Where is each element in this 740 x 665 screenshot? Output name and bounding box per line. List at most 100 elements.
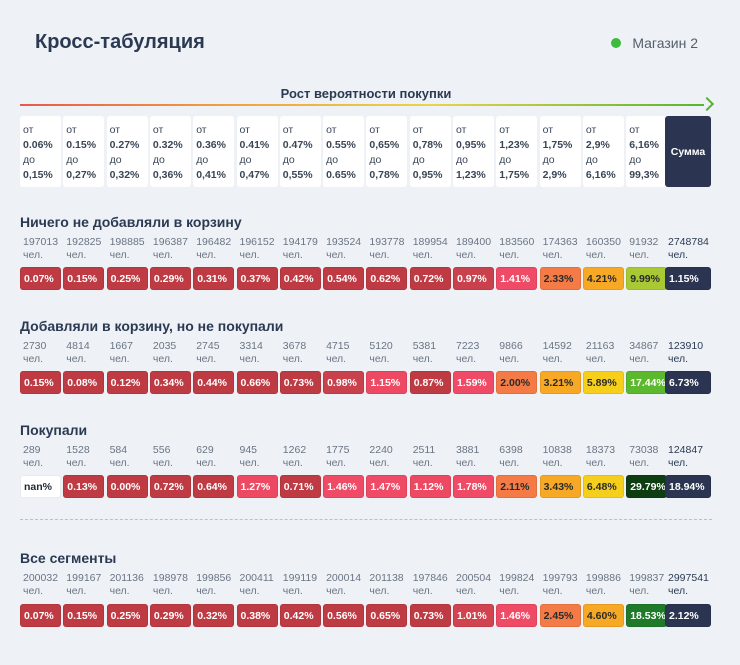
conversion-cell[interactable]: 0.31% <box>193 267 235 290</box>
conversion-cell[interactable]: 17.44% <box>626 371 668 394</box>
conversion-cell[interactable]: nan% <box>20 475 61 498</box>
conversion-cell[interactable]: 0.12% <box>106 371 148 394</box>
conversion-cell[interactable]: 1.15% <box>366 371 408 394</box>
conversion-cell[interactable]: 0.38% <box>236 604 278 627</box>
range-to-word: до <box>282 154 295 166</box>
segment-count: 199119 чел. <box>283 572 327 598</box>
conversion-cell[interactable]: 2.11% <box>496 475 538 498</box>
conversion-cell[interactable]: 0.25% <box>106 604 148 627</box>
conversion-cell[interactable]: 1.01% <box>453 604 494 627</box>
conversion-cell[interactable]: 1.27% <box>236 475 278 498</box>
conversion-cell[interactable]: 0.29% <box>149 267 191 290</box>
segment-count-value: 5120 <box>369 340 393 352</box>
segment-count-value: 2745 <box>196 340 220 352</box>
range-header: от 0,95% до 1,23% <box>453 116 494 187</box>
conversion-cell[interactable]: 1.78% <box>453 475 494 498</box>
segment-counts-row: 2730 чел. 4814 чел. 1667 чел. 2035 чел. 2745 чел.… <box>20 340 720 370</box>
conversion-cell[interactable]: 0.87% <box>409 371 451 394</box>
segment-sum-count-unit: чел. <box>668 457 689 469</box>
conversion-cell[interactable]: 0.54% <box>323 267 365 290</box>
conversion-cell[interactable]: 1.47% <box>366 475 408 498</box>
conversion-cell[interactable]: 0.71% <box>279 475 321 498</box>
segment-counts-row: 197013 чел. 192825 чел. 198885 чел. 196387 чел.… <box>20 236 720 266</box>
conversion-cell[interactable]: 0.42% <box>279 267 321 290</box>
conversion-cell[interactable]: 0.62% <box>366 267 408 290</box>
range-to-word: до <box>499 154 512 166</box>
segment-count-unit: чел. <box>585 457 606 469</box>
conversion-cell[interactable]: 0.07% <box>20 604 61 627</box>
store-selector[interactable]: Магазин 2 <box>611 35 698 51</box>
segment-count: 584 чел. <box>110 444 154 470</box>
range-from-value: 6,16% <box>629 139 659 151</box>
conversion-cell[interactable]: 0.08% <box>63 371 105 394</box>
conversion-cell[interactable]: 2.00% <box>496 371 538 394</box>
conversion-cell[interactable]: 0.72% <box>409 267 451 290</box>
conversion-cell[interactable]: 0.25% <box>106 267 148 290</box>
segment-sum-count: 124847 чел. <box>668 444 712 470</box>
segment-count-value: 91932 <box>629 236 659 248</box>
conversion-cell[interactable]: 3.43% <box>539 475 581 498</box>
conversion-cell[interactable]: 6.48% <box>582 475 624 498</box>
conversion-cell[interactable]: 0.15% <box>20 371 61 394</box>
range-header: от 0.15% до 0,27% <box>63 116 105 187</box>
conversion-cell[interactable]: 0.13% <box>63 475 105 498</box>
segment-sum-count: 2748784 чел. <box>668 236 712 262</box>
range-to-word: до <box>196 154 209 166</box>
conversion-cell[interactable]: 0.00% <box>106 475 148 498</box>
conversion-cell[interactable]: 0.34% <box>149 371 191 394</box>
segment-count: 2511 чел. <box>413 444 457 470</box>
segment-count: 197013 чел. <box>23 236 67 262</box>
conversion-cell[interactable]: 2.45% <box>539 604 581 627</box>
segment-count-unit: чел. <box>109 249 130 261</box>
segment-count-unit: чел. <box>23 457 44 469</box>
segment-count-unit: чел. <box>499 353 520 365</box>
conversion-cell[interactable]: 0.15% <box>63 267 105 290</box>
conversion-cell[interactable]: 9.99% <box>626 267 668 290</box>
segment-count-unit: чел. <box>66 353 87 365</box>
conversion-cell[interactable]: 3.21% <box>539 371 581 394</box>
conversion-cell[interactable]: 0.97% <box>453 267 494 290</box>
conversion-cell[interactable]: 0.65% <box>366 604 408 627</box>
conversion-cell[interactable]: 1.46% <box>323 475 365 498</box>
conversion-cell[interactable]: 4.60% <box>582 604 624 627</box>
conversion-cell[interactable]: 0.42% <box>279 604 321 627</box>
conversion-cell[interactable]: 0.56% <box>323 604 365 627</box>
conversion-cell[interactable]: 0.37% <box>236 267 278 290</box>
conversion-cell[interactable]: 5.89% <box>582 371 624 394</box>
conversion-cell[interactable]: 0.72% <box>149 475 191 498</box>
conversion-cell[interactable]: 0.66% <box>236 371 278 394</box>
range-from-word: от <box>369 124 380 136</box>
conversion-cell[interactable]: 0.32% <box>193 604 235 627</box>
conversion-sum-cell[interactable]: 18.94% <box>665 475 711 498</box>
conversion-cell[interactable]: 0.44% <box>193 371 235 394</box>
conversion-cell[interactable]: 0.98% <box>323 371 365 394</box>
segment-count: 199886 чел. <box>586 572 630 598</box>
segment-count-value: 7223 <box>456 340 480 352</box>
conversion-cells-row: 0.07% 0.15% 0.25% 0.29% 0.32% 0.38% 0.42% 0.56%… <box>20 604 712 627</box>
segment-count-value: 193524 <box>326 236 362 248</box>
conversion-sum-cell[interactable]: 1.15% <box>665 267 711 290</box>
conversion-cell[interactable]: 0.73% <box>279 371 321 394</box>
conversion-sum-cell[interactable]: 6.73% <box>665 371 711 394</box>
conversion-cell[interactable]: 1.41% <box>496 267 538 290</box>
segment-count-unit: чел. <box>629 353 650 365</box>
conversion-cell[interactable]: 0.29% <box>149 604 191 627</box>
segment-count-unit: чел. <box>23 249 44 261</box>
conversion-cell[interactable]: 1.46% <box>496 604 538 627</box>
conversion-cell[interactable]: 0.64% <box>193 475 235 498</box>
segment-count: 197846 чел. <box>413 572 457 598</box>
segment-count: 200504 чел. <box>456 572 500 598</box>
conversion-cell[interactable]: 0.15% <box>63 604 105 627</box>
conversion-cell[interactable]: 2.33% <box>539 267 581 290</box>
segment-sum-count-value: 123910 <box>668 340 704 352</box>
range-from-word: от <box>326 124 337 136</box>
conversion-cell[interactable]: 4.21% <box>582 267 624 290</box>
conversion-cell[interactable]: 0.73% <box>409 604 451 627</box>
range-to-word: до <box>66 154 79 166</box>
conversion-cell[interactable]: 0.07% <box>20 267 61 290</box>
conversion-cell[interactable]: 18.53% <box>626 604 668 627</box>
conversion-cell[interactable]: 29.79% <box>626 475 668 498</box>
conversion-sum-cell[interactable]: 2.12% <box>665 604 711 627</box>
conversion-cell[interactable]: 1.59% <box>453 371 494 394</box>
conversion-cell[interactable]: 1.12% <box>409 475 451 498</box>
